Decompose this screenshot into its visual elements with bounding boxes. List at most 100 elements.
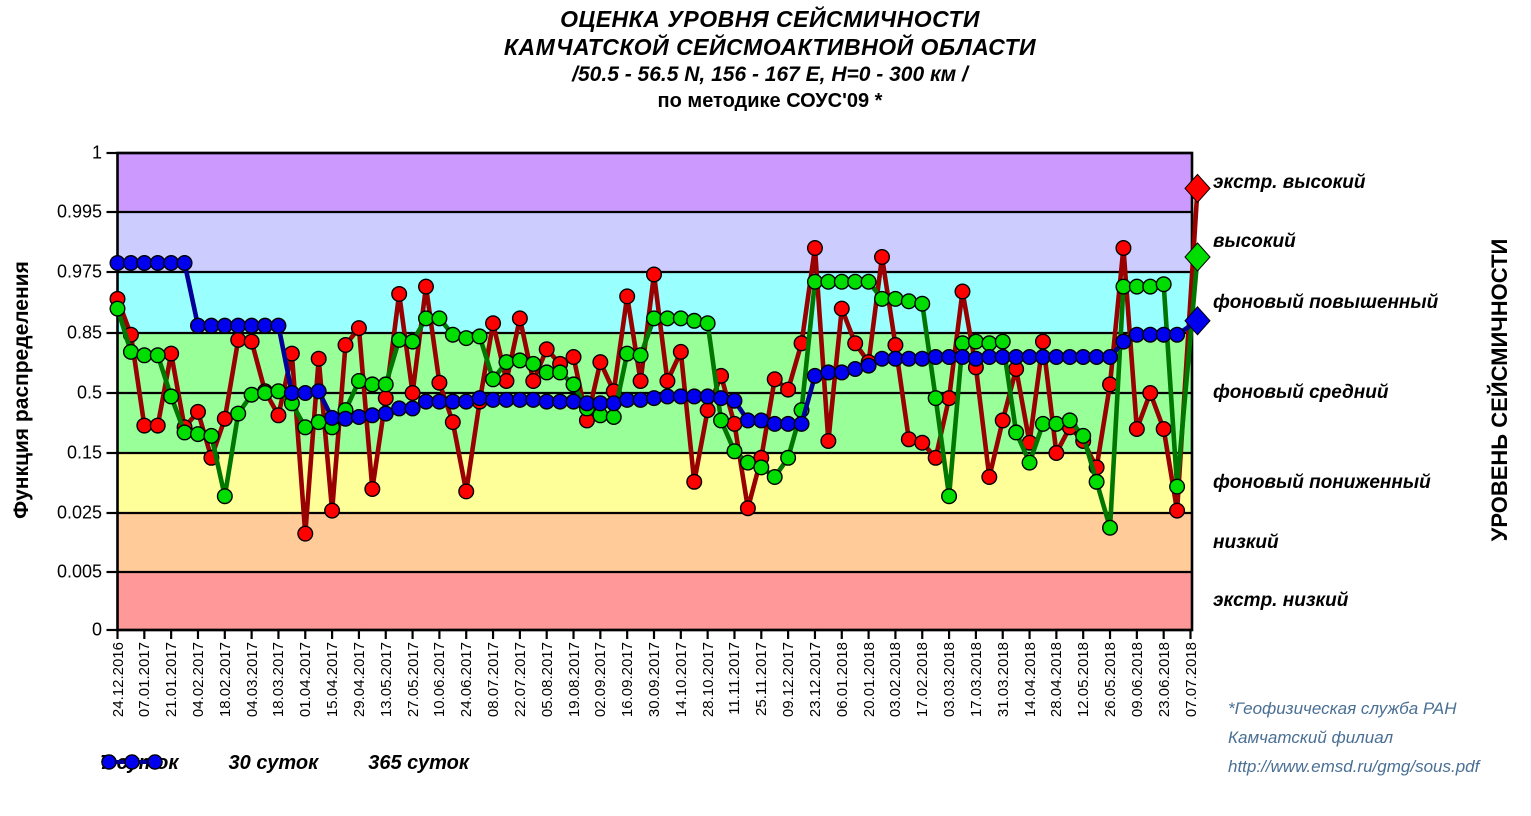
data-point — [149, 347, 166, 364]
x-tick-label: 11.11.2017 — [726, 642, 744, 715]
data-point — [1115, 278, 1132, 295]
x-tick-label: 27.05.2017 — [404, 642, 422, 718]
data-point — [324, 502, 341, 519]
data-point — [914, 434, 931, 451]
data-point — [216, 410, 233, 427]
legend-label-365days: 365 суток — [368, 752, 469, 774]
data-point — [243, 317, 260, 334]
current-level-diamond-3 — [1184, 306, 1211, 336]
x-tick-label: 14.10.2017 — [672, 642, 690, 718]
data-point — [1128, 326, 1145, 343]
data-point — [686, 388, 703, 405]
chart-title-line4: по методике СОУС'09 * — [657, 90, 883, 112]
data-point — [1142, 326, 1159, 343]
data-point — [283, 385, 300, 402]
data-point — [444, 393, 461, 410]
data-point — [753, 412, 770, 429]
data-point — [324, 409, 341, 426]
x-tick-label: 07.01.2017 — [136, 642, 154, 718]
data-point — [350, 373, 367, 390]
data-point — [686, 473, 703, 490]
data-point — [592, 354, 609, 371]
data-point — [163, 345, 180, 362]
data-point — [874, 350, 891, 367]
current-level-diamond-2 — [1184, 242, 1211, 272]
chart-title-line1: ОЦЕНКА УРОВНЯ СЕЙСМИЧНОСТИ — [560, 6, 980, 32]
right-axis-title: УРОВЕНЬ СЕЙСМИЧНОСТИ — [1487, 238, 1512, 542]
x-tick-label: 12.05.2018 — [1075, 642, 1093, 718]
data-point — [1102, 349, 1119, 366]
y-tick-label: 0.995 — [56, 201, 102, 222]
data-point — [552, 364, 569, 381]
x-tick-label: 31.03.2018 — [994, 642, 1012, 718]
x-tick-label: 17.03.2018 — [967, 642, 985, 718]
data-point — [149, 417, 166, 434]
data-point — [941, 349, 958, 366]
y-tick-label: 0.5 — [76, 382, 102, 403]
data-point — [1034, 415, 1051, 432]
data-point — [927, 390, 944, 407]
x-tick-label: 24.12.2016 — [109, 642, 127, 718]
data-point — [1088, 349, 1105, 366]
data-point — [713, 412, 730, 429]
data-point — [444, 326, 461, 343]
data-point — [538, 393, 555, 410]
data-point — [538, 364, 555, 381]
data-point — [391, 285, 408, 302]
data-point — [914, 350, 931, 367]
data-point — [941, 488, 958, 505]
data-point — [619, 288, 636, 305]
data-point — [552, 393, 569, 410]
data-point — [766, 371, 783, 388]
current-level-diamond-1 — [1184, 173, 1211, 204]
x-tick-label: 25.11.2017 — [753, 642, 771, 716]
data-point — [485, 391, 502, 408]
band-6 — [117, 513, 1192, 572]
data-point — [1128, 421, 1145, 438]
data-point — [578, 395, 595, 412]
x-tick-label: 05.08.2017 — [538, 642, 556, 718]
x-tick-label: 18.02.2017 — [216, 642, 234, 718]
x-tick-label: 14.04.2018 — [1021, 642, 1039, 718]
data-point — [109, 300, 126, 317]
data-point — [404, 333, 421, 350]
data-point — [605, 395, 622, 412]
chart-title: ОЦЕНКА УРОВНЯ СЕЙСМИЧНОСТИ КАМЧАТСКОЙ СЕ… — [300, 5, 1240, 114]
x-tick-label: 04.02.2017 — [189, 642, 207, 718]
data-point — [1048, 445, 1065, 462]
data-point — [927, 349, 944, 366]
x-tick-label: 09.06.2018 — [1128, 642, 1146, 718]
y-tick-label: 0.15 — [66, 442, 102, 463]
data-point — [632, 373, 649, 390]
data-point — [136, 254, 153, 271]
data-point — [900, 293, 917, 310]
data-point — [646, 390, 663, 407]
data-point — [887, 290, 904, 307]
band-7 — [117, 572, 1192, 630]
data-point — [1008, 424, 1025, 441]
data-point — [458, 483, 475, 500]
data-point — [189, 426, 206, 443]
data-point — [605, 409, 622, 426]
data-point — [498, 373, 515, 390]
data-point — [538, 341, 555, 358]
x-tick-label: 01.04.2017 — [297, 642, 315, 718]
data-point — [646, 310, 663, 327]
data-point — [672, 343, 689, 360]
data-point — [646, 266, 663, 283]
data-point — [377, 376, 394, 393]
data-point — [1155, 276, 1172, 293]
data-point — [967, 350, 984, 367]
data-point — [1021, 454, 1038, 471]
x-tick-label: 04.03.2017 — [243, 642, 261, 718]
data-point — [1061, 349, 1078, 366]
y-tick-label: 0.005 — [56, 561, 102, 582]
data-point — [914, 295, 931, 312]
data-point — [659, 388, 676, 405]
data-point — [1102, 519, 1119, 536]
x-tick-label: 10.06.2017 — [431, 642, 449, 718]
data-point — [619, 391, 636, 408]
data-point — [793, 415, 810, 432]
source-note: *Геофизическая служба РАН Камчатский фил… — [1228, 694, 1479, 781]
